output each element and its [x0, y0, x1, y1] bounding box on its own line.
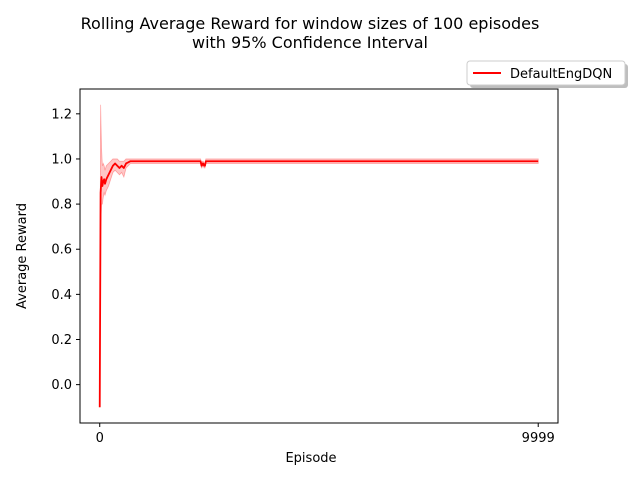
plot-frame	[79, 88, 559, 424]
y-tick-label: 1.2	[51, 107, 72, 122]
series-line-defaultengdqn	[98, 160, 539, 408]
series-line-layer	[98, 160, 539, 408]
y-tick-label: 0.8	[51, 198, 72, 213]
x-tick-label: 0	[96, 431, 104, 446]
y-tick-label: 0.2	[51, 333, 72, 348]
legend-entry-defaultengdqn: DefaultEngDQN	[510, 67, 612, 82]
x-axis-label: Episode	[285, 451, 336, 466]
y-axis-ticks: 0.0 0.2 0.4 0.6 0.8 1.0 1.2	[51, 107, 80, 393]
y-axis-label: Average Reward	[15, 203, 30, 309]
y-tick-label: 1.0	[51, 152, 72, 167]
y-tick-label: 0.4	[51, 288, 72, 303]
chart-title: Rolling Average Reward for window sizes …	[0, 14, 620, 52]
chart-title-line-1: Rolling Average Reward for window sizes …	[80, 14, 540, 33]
x-axis-ticks: 0 9999	[96, 423, 555, 446]
x-tick-label: 9999	[522, 431, 555, 446]
y-tick-label: 0.0	[51, 378, 72, 393]
confidence-interval-layer	[99, 104, 539, 408]
legend: DefaultEngDQN	[466, 60, 628, 88]
legend-box	[466, 60, 626, 86]
chart-title-line-2: with 95% Confidence Interval	[192, 33, 428, 52]
y-tick-label: 0.6	[51, 243, 72, 258]
confidence-band-defaultengdqn	[99, 104, 539, 408]
